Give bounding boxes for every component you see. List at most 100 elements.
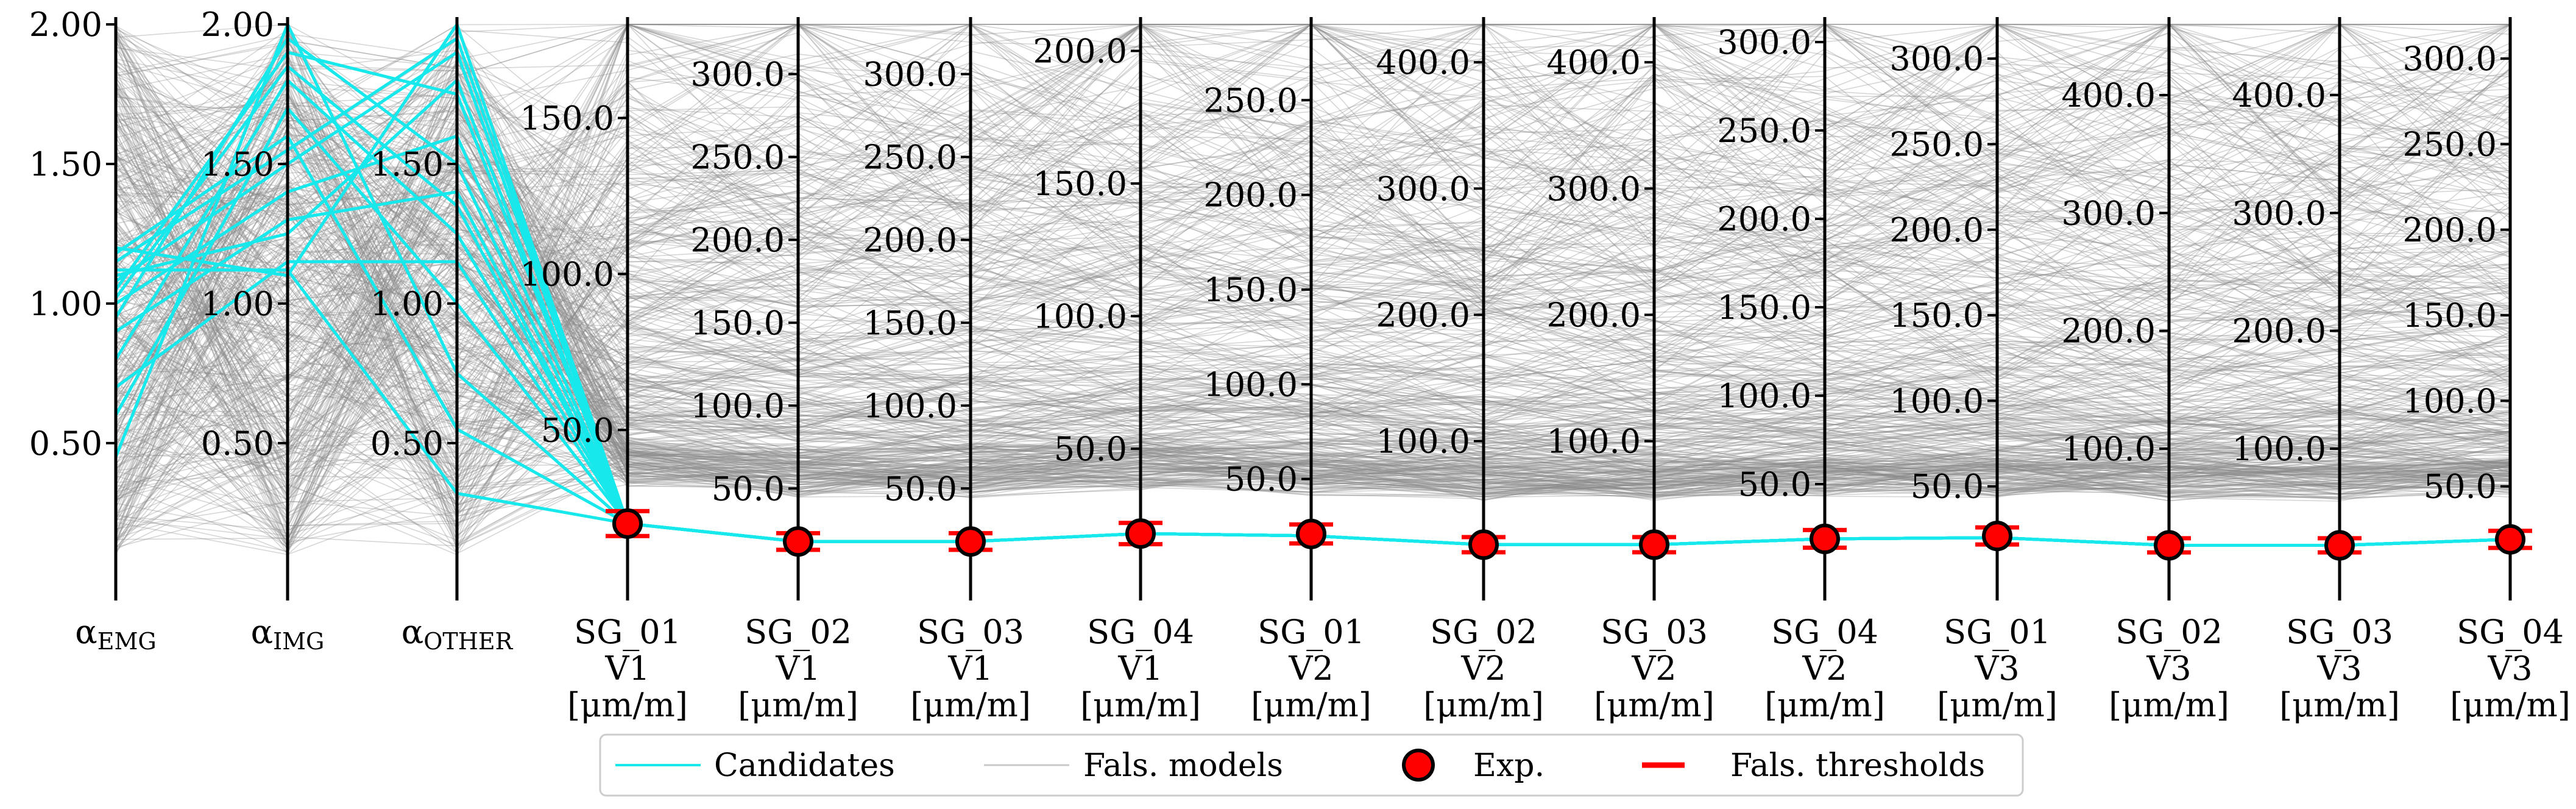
axis-label: V1 [604, 649, 649, 688]
tick-label: 300.0 [2402, 40, 2497, 78]
tick-label: 250.0 [2402, 125, 2497, 163]
tick-label: 150.0 [520, 99, 614, 138]
axis-label: [μm/m] [2279, 686, 2400, 724]
tick-label: 300.0 [690, 55, 785, 94]
experiment-point [955, 526, 986, 557]
experiment-point [612, 508, 643, 539]
tick-label: 0.50 [201, 424, 274, 463]
tick-label: 1.50 [29, 145, 102, 184]
tick-label: 200.0 [1889, 211, 1984, 249]
tick-label: 100.0 [520, 255, 614, 293]
axis-label: V2 [1802, 649, 1847, 688]
axis-label: SG_04 [1087, 613, 1194, 651]
tick-label: 300.0 [1717, 23, 1811, 62]
tick-label: 1.00 [29, 285, 102, 323]
tick-label: 100.0 [1546, 422, 1641, 461]
axis-label: V3 [2487, 649, 2532, 688]
tick-label: 400.0 [2061, 76, 2156, 115]
axis-label: [μm/m] [910, 686, 1031, 724]
axis-label: [μm/m] [1937, 686, 2058, 724]
axis-label: [μm/m] [2450, 686, 2571, 724]
tick-label: 250.0 [1889, 125, 1984, 163]
tick-label: 150.0 [1033, 165, 1127, 203]
tick-label: 100.0 [1203, 365, 1298, 404]
tick-label: 100.0 [2232, 430, 2326, 468]
tick-label: 1.50 [370, 145, 444, 184]
axis-label: [μm/m] [1251, 686, 1371, 724]
axis-label: SG_03 [1601, 613, 1708, 651]
tick-label: 50.0 [2424, 468, 2497, 506]
tick-label: 200.0 [2061, 312, 2156, 351]
tick-label: 1.50 [201, 145, 274, 184]
axes-layer: 0.50 1.00 1.50 2.00 0.50 1.00 1.50 2.00 0.50 1.00… [29, 5, 2512, 601]
tick-label: 100.0 [2061, 430, 2156, 468]
tick-label: 200.0 [1376, 296, 1470, 334]
axis-label: [μm/m] [1080, 686, 1201, 724]
axis-label: SG_02 [1430, 613, 1537, 651]
axis-label: [μm/m] [2109, 686, 2229, 724]
tick-label: 1.00 [370, 285, 444, 323]
experiment-point [2324, 530, 2355, 561]
tick-label: 100.0 [1889, 382, 1984, 420]
tick-label: 200.0 [863, 221, 957, 259]
tick-label: 150.0 [2402, 296, 2497, 335]
legend-falsified-label: Fals. models [1083, 747, 1283, 784]
tick-label: 150.0 [1203, 271, 1298, 309]
legend-threshold-label: Fals. thresholds [1730, 747, 1985, 784]
axis-label: SG_03 [917, 613, 1024, 651]
axis-label: V1 [775, 649, 820, 688]
axis-label: αOTHER [402, 613, 514, 655]
axis-label: SG_01 [574, 613, 681, 651]
tick-label: 100.0 [2402, 382, 2497, 420]
axis-label: [μm/m] [738, 686, 858, 724]
tick-label: 200.0 [690, 221, 785, 259]
tick-label: 200.0 [2232, 312, 2326, 351]
tick-label: 100.0 [690, 387, 785, 425]
experiment-point [1982, 521, 2012, 552]
axis-label: V3 [1974, 649, 2019, 688]
tick-label: 50.0 [541, 411, 614, 449]
axis-labels-layer: αEMG αIMG αOTHER SG_01V1[μm/m]SG_02V1[μm/m]… [75, 613, 2571, 724]
tick-label: 200.0 [1717, 200, 1811, 238]
tick-label: 250.0 [863, 138, 957, 177]
tick-label: 300.0 [2061, 194, 2156, 232]
tick-label: 300.0 [1889, 40, 1984, 78]
tick-label: 1.00 [201, 285, 274, 323]
axis-label: SG_01 [1258, 613, 1365, 651]
tick-label: 100.0 [863, 387, 957, 425]
axis-label: V2 [1460, 649, 1506, 688]
legend-candidates-label: Candidates [714, 747, 895, 784]
tick-label: 100.0 [1717, 377, 1811, 415]
legend: Candidates Fals. models Exp. Fals. thres… [599, 733, 2024, 797]
tick-label: 0.50 [29, 424, 102, 463]
axis-label: SG_02 [2115, 613, 2223, 651]
tick-label: 200.0 [1546, 296, 1641, 334]
tick-label: 250.0 [1717, 112, 1811, 150]
experiment-point [2154, 530, 2184, 561]
axis-label: V3 [2316, 649, 2362, 688]
tick-label: 400.0 [2232, 76, 2326, 115]
axis-label: [μm/m] [1764, 686, 1885, 724]
experiment-point [1639, 529, 1669, 560]
experiment-point [783, 526, 813, 557]
tick-label: 200.0 [1203, 176, 1298, 215]
tick-label: 0.50 [370, 424, 444, 463]
tick-label: 200.0 [1033, 32, 1127, 71]
tick-label: 150.0 [690, 304, 785, 342]
tick-label: 50.0 [1225, 460, 1298, 499]
experiment-point [1296, 518, 1326, 549]
tick-label: 50.0 [712, 469, 785, 508]
axis-label: V2 [1288, 649, 1333, 688]
axis-label: [μm/m] [1594, 686, 1714, 724]
experiment-layer [606, 508, 2532, 561]
axis-label: SG_04 [2457, 613, 2564, 651]
experiment-point [1468, 529, 1499, 560]
tick-label: 200.0 [2402, 211, 2497, 249]
legend-experiment-label: Exp. [1473, 747, 1545, 784]
tick-label: 2.00 [29, 5, 102, 44]
experiment-point [1810, 523, 1840, 554]
axis-label: αEMG [75, 613, 156, 655]
tick-label: 150.0 [1717, 288, 1811, 327]
legend-experiment-swatch [1402, 749, 1435, 782]
